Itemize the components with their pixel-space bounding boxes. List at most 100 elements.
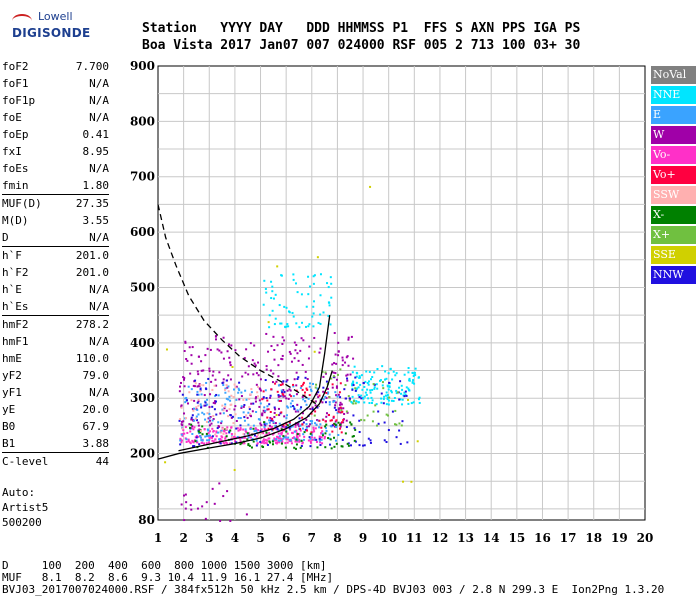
data-point	[383, 421, 386, 424]
data-point	[302, 433, 305, 436]
data-point	[230, 344, 233, 347]
data-point	[303, 435, 306, 438]
data-point	[212, 418, 215, 421]
data-point	[183, 412, 186, 415]
data-point	[302, 381, 305, 384]
data-point	[385, 377, 388, 380]
file-info: BVJ03_2017007024000.RSF / 384fx512h 50 k…	[2, 583, 665, 596]
data-point	[299, 427, 302, 430]
param-value: N/A	[89, 300, 109, 313]
data-point	[350, 335, 353, 338]
data-point	[289, 438, 292, 441]
data-point	[333, 436, 336, 439]
data-point	[316, 256, 319, 259]
data-point	[365, 370, 368, 373]
data-point	[270, 297, 273, 300]
data-point	[191, 346, 194, 349]
data-point	[200, 406, 203, 409]
data-point	[299, 349, 302, 352]
data-point	[290, 442, 293, 445]
data-point	[283, 395, 286, 398]
data-point	[293, 407, 296, 410]
data-point	[197, 398, 200, 401]
data-point	[227, 385, 230, 388]
data-point	[287, 325, 290, 328]
data-point	[277, 364, 280, 367]
data-point	[360, 394, 363, 397]
data-point	[410, 480, 413, 483]
data-point	[266, 408, 269, 411]
data-point	[289, 352, 292, 355]
data-point	[259, 440, 262, 443]
data-point	[229, 519, 232, 522]
data-point	[197, 421, 200, 424]
data-point	[240, 441, 243, 444]
data-point	[382, 402, 385, 405]
data-point	[282, 388, 285, 391]
param-row: yF1 N/A	[2, 384, 109, 401]
data-point	[219, 519, 222, 522]
data-point	[329, 419, 332, 422]
data-point	[277, 384, 280, 387]
data-point	[185, 417, 188, 420]
data-point	[222, 432, 225, 435]
data-point	[349, 421, 352, 424]
data-point	[329, 424, 332, 427]
data-point	[323, 437, 326, 440]
data-point	[278, 435, 281, 438]
data-point	[206, 347, 209, 350]
data-point	[195, 406, 198, 409]
data-point	[301, 412, 304, 415]
data-point	[306, 429, 309, 432]
data-point	[240, 391, 243, 394]
data-point	[358, 431, 361, 434]
data-point	[216, 427, 219, 430]
data-point	[200, 436, 203, 439]
data-point	[268, 326, 271, 329]
y-tick-label: 300	[130, 391, 155, 405]
data-point	[235, 420, 238, 423]
data-point	[190, 423, 193, 426]
param-row: D N/A	[2, 229, 109, 246]
data-point	[197, 373, 200, 376]
data-point	[211, 439, 214, 442]
data-point	[283, 339, 286, 342]
param-value: 110.0	[75, 352, 109, 365]
data-point	[295, 438, 298, 441]
data-point	[199, 431, 202, 434]
data-point	[233, 468, 236, 471]
data-point	[195, 419, 198, 422]
data-point	[293, 378, 296, 381]
data-point	[313, 350, 316, 353]
data-point	[337, 434, 340, 437]
data-point	[221, 382, 224, 385]
data-point	[311, 406, 314, 409]
data-point	[363, 385, 366, 388]
data-point	[218, 425, 221, 428]
data-point	[364, 380, 367, 383]
data-point	[219, 412, 222, 415]
data-point	[308, 385, 311, 388]
data-point	[227, 398, 230, 401]
data-point	[335, 362, 338, 365]
y-tick-label: 800	[130, 114, 155, 128]
data-point	[208, 412, 211, 415]
data-point	[205, 388, 208, 391]
data-point	[213, 408, 216, 411]
param-value: 3.55	[82, 214, 110, 227]
data-point	[250, 446, 253, 449]
data-point	[225, 384, 228, 387]
data-point	[252, 402, 255, 405]
data-point	[229, 414, 232, 417]
data-point	[407, 367, 410, 370]
data-point	[315, 383, 318, 386]
data-point	[318, 419, 321, 422]
data-point	[340, 431, 343, 434]
data-point	[186, 359, 189, 362]
data-point	[239, 437, 242, 440]
data-point	[196, 385, 199, 388]
data-point	[307, 439, 310, 442]
data-point	[181, 424, 184, 427]
data-point	[199, 383, 202, 386]
data-point	[217, 421, 220, 424]
